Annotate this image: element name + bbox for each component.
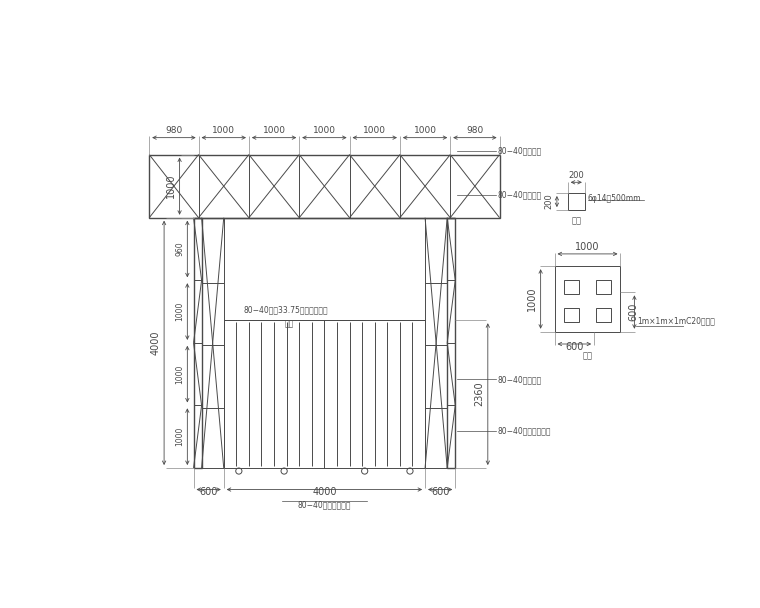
Bar xyxy=(597,308,611,322)
Text: 1000: 1000 xyxy=(212,126,236,136)
Bar xyxy=(568,193,584,210)
Text: 80−40方锂斜橄: 80−40方锂斜橄 xyxy=(498,190,542,199)
Text: 2360: 2360 xyxy=(474,382,484,407)
Text: 80−40方锂水平斜橄: 80−40方锂水平斜橄 xyxy=(498,427,552,435)
Text: 1000: 1000 xyxy=(413,126,436,136)
Bar xyxy=(564,280,578,294)
Text: 200: 200 xyxy=(568,171,584,180)
Text: 80−40方锂水平支擐: 80−40方锂水平支擐 xyxy=(298,500,351,510)
Text: 6φ14长500mm: 6φ14长500mm xyxy=(588,194,641,202)
Text: 1000: 1000 xyxy=(527,287,537,311)
Text: 1000: 1000 xyxy=(176,427,184,446)
Bar xyxy=(149,154,499,218)
Text: 1m×1m×1mC20汿凝土: 1m×1m×1mC20汿凝土 xyxy=(638,317,715,325)
Text: 4000: 4000 xyxy=(312,487,337,497)
Text: 600: 600 xyxy=(629,303,638,321)
Text: 1000: 1000 xyxy=(575,241,600,252)
Bar xyxy=(223,320,425,468)
Text: 埋件: 埋件 xyxy=(572,216,581,225)
Bar xyxy=(425,218,447,468)
Bar xyxy=(447,218,455,468)
Text: 980: 980 xyxy=(165,126,182,136)
Text: 600: 600 xyxy=(431,487,449,497)
Text: 1000: 1000 xyxy=(176,364,184,384)
Text: 80−40方锢33.75间围焚接大门: 80−40方锢33.75间围焚接大门 xyxy=(244,305,328,314)
Bar xyxy=(564,308,578,322)
Text: 600: 600 xyxy=(565,342,584,351)
Text: 960: 960 xyxy=(176,242,184,257)
Text: 80−40方锂立深: 80−40方锂立深 xyxy=(498,375,542,384)
Bar xyxy=(194,218,201,468)
Text: 基础: 基础 xyxy=(582,351,593,361)
Bar xyxy=(597,280,611,294)
Text: 980: 980 xyxy=(467,126,483,136)
Bar xyxy=(555,266,620,332)
Text: 1000: 1000 xyxy=(262,126,286,136)
Text: 1000: 1000 xyxy=(313,126,336,136)
Text: 1000: 1000 xyxy=(363,126,386,136)
Text: 1000: 1000 xyxy=(166,174,176,198)
Text: 4000: 4000 xyxy=(150,331,160,355)
Bar xyxy=(201,218,223,468)
Text: 1000: 1000 xyxy=(176,302,184,321)
Text: 门制: 门制 xyxy=(284,319,293,328)
Text: 600: 600 xyxy=(199,487,218,497)
Text: 200: 200 xyxy=(544,194,553,209)
Text: 80−40方锂支擐: 80−40方锂支擐 xyxy=(498,147,542,155)
